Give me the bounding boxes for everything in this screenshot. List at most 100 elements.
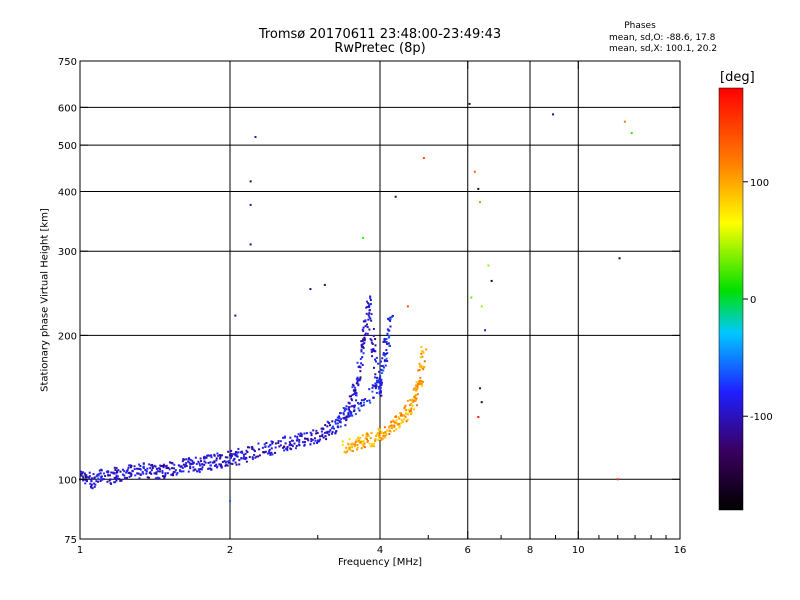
- data-point: [234, 461, 237, 464]
- data-point: [365, 433, 368, 436]
- data-point: [423, 360, 426, 363]
- data-point: [410, 411, 413, 414]
- data-point: [284, 442, 287, 445]
- data-point: [398, 417, 401, 420]
- data-point: [213, 464, 216, 467]
- data-point: [264, 445, 267, 448]
- data-point: [404, 415, 407, 418]
- data-point: [189, 458, 192, 461]
- data-point: [291, 439, 294, 442]
- data-point: [221, 461, 224, 464]
- data-point: [367, 314, 370, 317]
- data-point: [362, 445, 365, 448]
- data-point: [310, 440, 313, 443]
- data-point: [294, 435, 297, 438]
- data-point: [345, 446, 348, 449]
- data-point: [130, 474, 133, 477]
- data-point: [100, 475, 103, 478]
- data-point: [400, 419, 403, 422]
- data-point: [387, 317, 390, 320]
- data-point: [375, 356, 378, 359]
- data-point: [268, 452, 271, 455]
- data-point: [245, 449, 248, 452]
- data-point: [355, 439, 358, 442]
- data-point: [246, 451, 249, 454]
- data-point: [318, 440, 321, 443]
- data-point: [373, 349, 376, 352]
- data-point: [373, 376, 376, 379]
- data-point: [209, 464, 212, 467]
- data-point: [265, 441, 268, 444]
- data-point: [371, 386, 374, 389]
- data-point: [290, 448, 293, 451]
- data-point: [380, 378, 383, 381]
- data-point: [468, 102, 471, 105]
- data-point: [160, 464, 163, 467]
- data-point: [97, 474, 100, 477]
- data-point: [336, 422, 339, 425]
- data-point: [364, 334, 367, 337]
- data-point: [349, 412, 352, 415]
- phase-info-o-mode: mean, sd,O: -88.6, 17.8: [609, 33, 716, 43]
- data-point: [166, 472, 169, 475]
- data-point: [401, 414, 404, 417]
- data-point: [303, 432, 306, 435]
- data-point: [416, 393, 419, 396]
- data-point: [418, 363, 421, 366]
- data-point: [379, 376, 382, 379]
- data-point: [196, 470, 199, 473]
- data-point: [191, 462, 194, 465]
- data-point: [415, 404, 418, 407]
- data-point: [374, 337, 377, 340]
- data-point: [368, 399, 371, 402]
- data-point: [300, 435, 303, 438]
- data-point: [371, 390, 374, 393]
- data-point: [251, 445, 254, 448]
- data-point: [342, 416, 345, 419]
- data-point: [125, 471, 128, 474]
- y-tick-label: 100: [58, 475, 77, 486]
- data-point: [164, 465, 167, 468]
- data-point: [153, 464, 156, 467]
- data-point: [348, 406, 351, 409]
- data-point: [376, 376, 379, 379]
- data-point: [477, 415, 480, 418]
- data-point: [154, 477, 157, 480]
- data-point: [392, 420, 395, 423]
- data-point: [144, 468, 147, 471]
- data-point: [187, 458, 190, 461]
- data-point: [386, 328, 389, 331]
- data-point: [362, 347, 365, 350]
- data-point: [205, 456, 208, 459]
- data-point: [394, 195, 397, 198]
- data-point: [221, 454, 224, 457]
- data-point: [490, 279, 493, 282]
- data-point: [403, 406, 406, 409]
- data-point: [164, 472, 167, 475]
- data-point: [408, 410, 411, 413]
- data-point: [356, 376, 359, 379]
- x-tick-label: 16: [674, 545, 687, 556]
- data-point: [406, 418, 409, 421]
- data-point: [368, 388, 371, 391]
- data-point: [136, 472, 139, 475]
- data-point: [343, 450, 346, 453]
- data-point: [331, 431, 334, 434]
- data-point: [268, 448, 271, 451]
- data-point: [362, 326, 365, 329]
- data-point: [362, 440, 365, 443]
- data-point: [353, 445, 356, 448]
- data-point: [189, 465, 192, 468]
- data-point: [139, 468, 142, 471]
- data-point: [282, 445, 285, 448]
- data-point: [371, 349, 374, 352]
- data-point: [390, 424, 393, 427]
- data-point: [398, 412, 401, 415]
- data-points: [79, 102, 633, 503]
- data-point: [224, 456, 227, 459]
- data-point: [282, 436, 285, 439]
- data-point: [229, 450, 232, 453]
- data-point: [224, 464, 227, 467]
- data-point: [360, 447, 363, 450]
- data-point: [230, 454, 233, 457]
